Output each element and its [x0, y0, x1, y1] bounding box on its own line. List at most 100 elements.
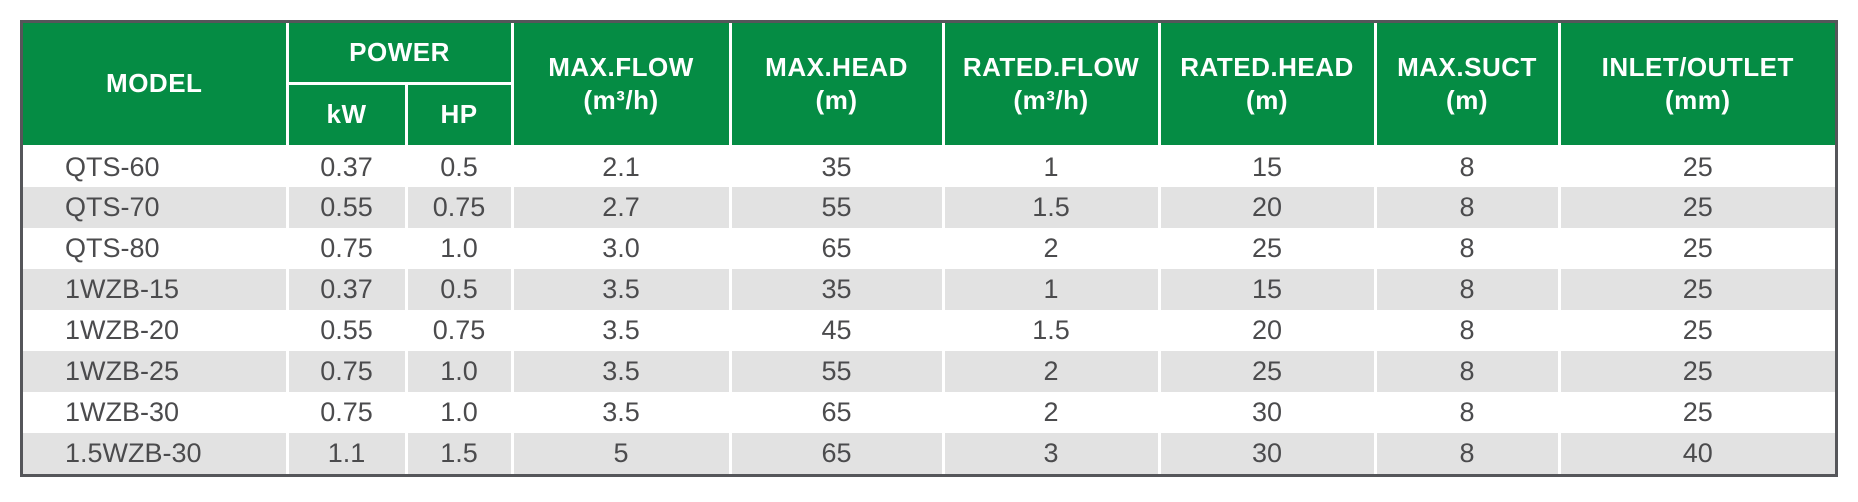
header-rated-flow: RATED.FLOW (m³/h) [943, 23, 1161, 148]
cell-max-suct: 8 [1375, 351, 1561, 392]
table-row: QTS-80 0.75 1.0 3.0 65 2 25 8 25 [23, 228, 1836, 269]
cell-max-head: 45 [730, 310, 945, 351]
cell-max-flow: 2.1 [512, 146, 732, 187]
table-row: QTS-70 0.55 0.75 2.7 55 1.5 20 8 25 [23, 187, 1836, 228]
table-row: 1WZB-30 0.75 1.0 3.5 65 2 30 8 25 [23, 392, 1836, 433]
header-power: POWER [287, 23, 514, 85]
cell-rated-flow: 1 [943, 269, 1161, 310]
cell-max-suct: 8 [1375, 433, 1561, 474]
header-rated-head: RATED.HEAD (m) [1159, 23, 1377, 148]
header-rated-flow-name: RATED.FLOW [962, 51, 1140, 82]
cell-hp: 1.0 [406, 392, 514, 433]
cell-rated-head: 30 [1159, 433, 1377, 474]
cell-model: QTS-60 [23, 146, 289, 187]
cell-kw: 1.1 [287, 433, 408, 474]
pump-spec-table: MODEL POWER MAX.FLOW (m³/h) MAX.HEAD (m)… [23, 23, 1836, 474]
cell-model: 1.5WZB-30 [23, 433, 289, 474]
header-row-top: MODEL POWER MAX.FLOW (m³/h) MAX.HEAD (m)… [23, 23, 1836, 148]
cell-inlet-outlet: 25 [1682, 397, 1713, 427]
cell-max-suct: 8 [1375, 269, 1561, 310]
cell-rated-head: 20 [1159, 310, 1377, 351]
cell-model: QTS-70 [23, 187, 289, 228]
cell-max-flow: 3.5 [512, 310, 732, 351]
cell-max-flow: 3.5 [512, 392, 732, 433]
cell-max-flow: 2.7 [512, 187, 732, 228]
header-model: MODEL [23, 23, 289, 148]
header-max-head: MAX.HEAD (m) [730, 23, 945, 148]
cell-rated-flow: 2 [943, 392, 1161, 433]
header-inlet-outlet: INLET/OUTLET (mm) [1559, 23, 1836, 148]
cell-max-head: 65 [730, 433, 945, 474]
cell-rated-flow: 1.5 [943, 187, 1161, 228]
cell-model: 1WZB-20 [23, 310, 289, 351]
cell-inlet-outlet: 25 [1682, 315, 1713, 345]
cell-max-suct: 8 [1375, 228, 1561, 269]
table-row: 1WZB-20 0.55 0.75 3.5 45 1.5 20 8 25 [23, 310, 1836, 351]
cell-kw: 0.75 [287, 228, 408, 269]
header-kw: kW [287, 83, 408, 148]
table-row: 1WZB-15 0.37 0.5 3.5 35 1 15 8 25 [23, 269, 1836, 310]
header-max-suct-unit: (m) [1446, 84, 1488, 115]
cell-rated-head: 15 [1159, 269, 1377, 310]
cell-max-flow: 3.5 [512, 351, 732, 392]
cell-hp: 0.5 [406, 269, 514, 310]
cell-rated-head: 20 [1159, 187, 1377, 228]
header-max-suct-name: MAX.SUCT [1397, 51, 1537, 82]
cell-inlet-outlet: 25 [1682, 192, 1713, 222]
table-row: 1WZB-25 0.75 1.0 3.5 55 2 25 8 25 [23, 351, 1836, 392]
header-max-suct: MAX.SUCT (m) [1375, 23, 1561, 148]
cell-max-head: 35 [730, 146, 945, 187]
cell-inlet-outlet: 25 [1682, 274, 1713, 304]
cell-max-head: 35 [730, 269, 945, 310]
cell-kw: 0.55 [287, 187, 408, 228]
header-inlet-outlet-unit: (mm) [1664, 84, 1731, 115]
cell-kw: 0.55 [287, 310, 408, 351]
cell-kw: 0.75 [287, 351, 408, 392]
header-max-flow: MAX.FLOW (m³/h) [512, 23, 732, 148]
cell-rated-head: 15 [1159, 146, 1377, 187]
cell-model: QTS-80 [23, 228, 289, 269]
cell-max-head: 65 [730, 228, 945, 269]
cell-max-suct: 8 [1375, 392, 1561, 433]
cell-rated-head: 30 [1159, 392, 1377, 433]
cell-inlet-outlet: 25 [1682, 356, 1713, 386]
cell-rated-head: 25 [1159, 351, 1377, 392]
header-max-flow-name: MAX.FLOW [548, 51, 694, 82]
cell-hp: 0.75 [406, 310, 514, 351]
header-rated-head-name: RATED.HEAD [1180, 51, 1354, 82]
header-row-sub: kW HP [23, 83, 1835, 148]
cell-max-flow: 5 [512, 433, 732, 474]
cell-kw: 0.37 [287, 269, 408, 310]
cell-inlet-outlet: 25 [1682, 233, 1713, 263]
cell-model: 1WZB-30 [23, 392, 289, 433]
cell-hp: 0.75 [406, 187, 514, 228]
table-row: 1.5WZB-30 1.1 1.5 5 65 3 30 8 40 [23, 433, 1836, 474]
cell-max-flow: 3.5 [512, 269, 732, 310]
cell-hp: 1.5 [406, 433, 514, 474]
cell-max-suct: 8 [1375, 146, 1561, 187]
cell-rated-flow: 1.5 [943, 310, 1161, 351]
cell-model: 1WZB-15 [23, 269, 289, 310]
header-rated-head-unit: (m) [1246, 84, 1288, 115]
cell-rated-head: 25 [1159, 228, 1377, 269]
header-max-flow-unit: (m³/h) [583, 84, 659, 115]
cell-rated-flow: 2 [943, 228, 1161, 269]
cell-inlet-outlet: 25 [1682, 151, 1713, 182]
table-row: QTS-60 0.37 0.5 2.1 35 1 15 8 25 [23, 146, 1836, 187]
cell-max-suct: 8 [1375, 310, 1561, 351]
header-hp: HP [406, 83, 514, 148]
cell-hp: 0.5 [406, 146, 514, 187]
cell-kw: 0.75 [287, 392, 408, 433]
cell-rated-flow: 2 [943, 351, 1161, 392]
cell-max-flow: 3.0 [512, 228, 732, 269]
table-header: MODEL POWER MAX.FLOW (m³/h) MAX.HEAD (m)… [23, 23, 1836, 148]
cell-hp: 1.0 [406, 228, 514, 269]
cell-max-head: 55 [730, 351, 945, 392]
header-rated-flow-unit: (m³/h) [1013, 84, 1089, 115]
table-body: QTS-60 0.37 0.5 2.1 35 1 15 8 25 QTS-70 … [23, 146, 1836, 474]
cell-inlet-outlet: 40 [1682, 438, 1713, 468]
cell-model: 1WZB-25 [23, 351, 289, 392]
cell-kw: 0.37 [287, 146, 408, 187]
header-inlet-outlet-name: INLET/OUTLET [1601, 51, 1794, 82]
